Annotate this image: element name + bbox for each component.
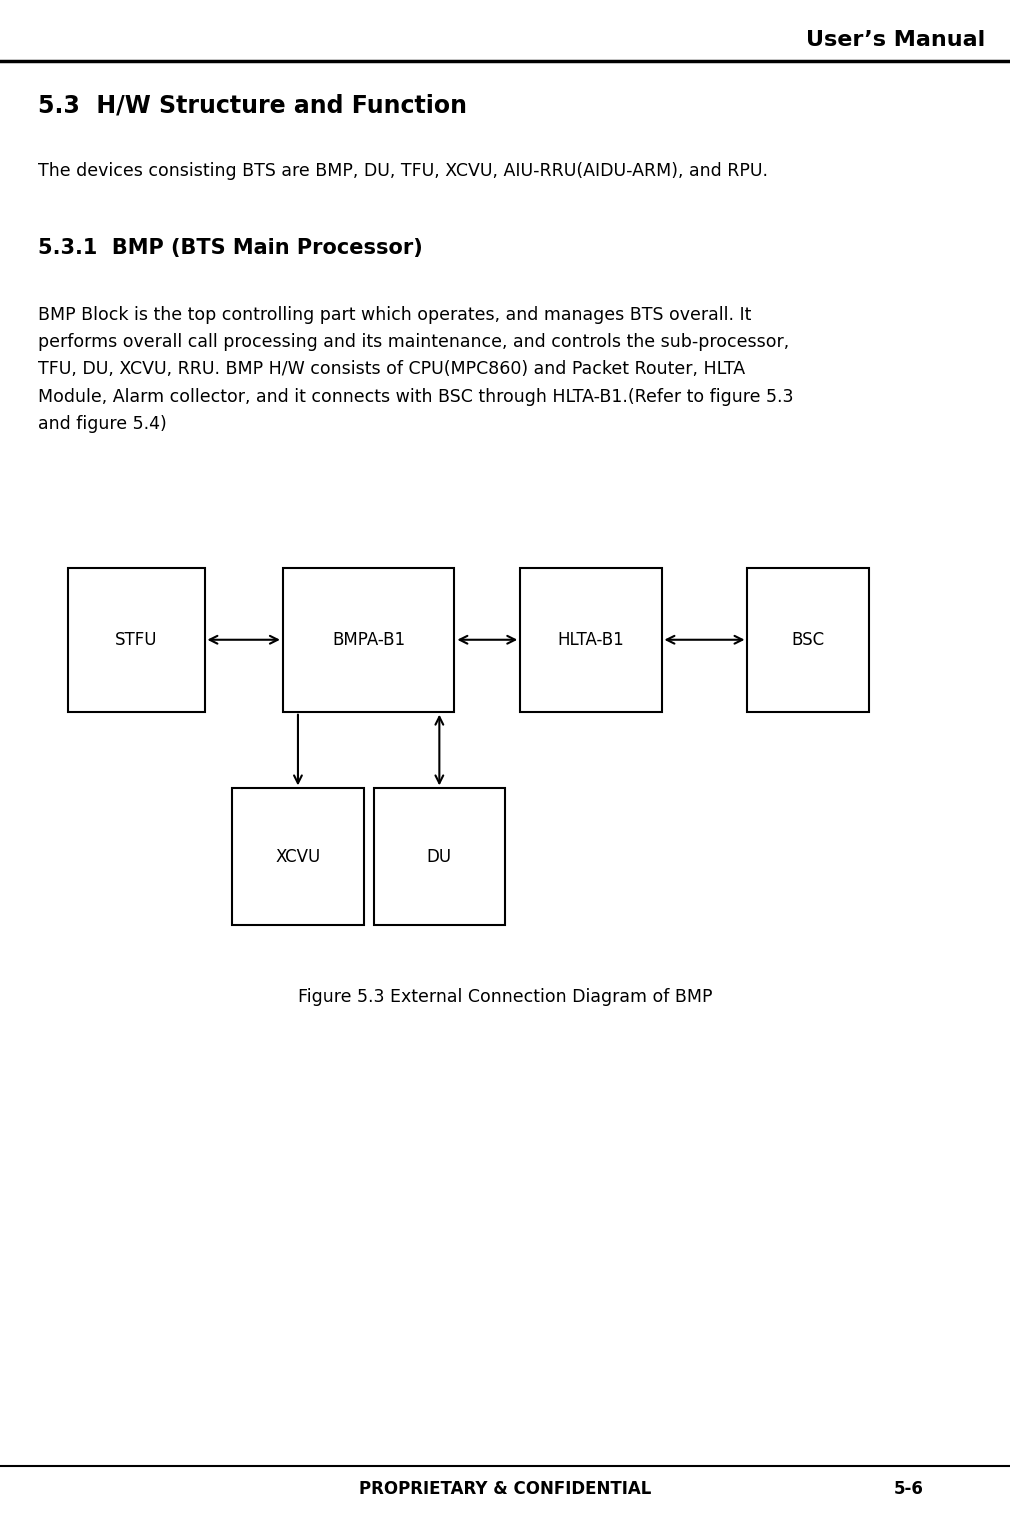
Text: 5.3  H/W Structure and Function: 5.3 H/W Structure and Function xyxy=(38,94,468,118)
Bar xyxy=(69,568,205,713)
Bar xyxy=(374,788,505,925)
Text: 5.3.1  BMP (BTS Main Processor): 5.3.1 BMP (BTS Main Processor) xyxy=(38,238,423,258)
Text: The devices consisting BTS are BMP, DU, TFU, XCVU, AIU-RRU(AIDU-ARM), and RPU.: The devices consisting BTS are BMP, DU, … xyxy=(38,162,769,180)
Text: BMP Block is the top controlling part which operates, and manages BTS overall. I: BMP Block is the top controlling part wh… xyxy=(38,306,794,432)
Text: PROPRIETARY & CONFIDENTIAL: PROPRIETARY & CONFIDENTIAL xyxy=(359,1480,651,1498)
Text: Figure 5.3 External Connection Diagram of BMP: Figure 5.3 External Connection Diagram o… xyxy=(298,988,712,1007)
Text: BSC: BSC xyxy=(792,631,824,649)
Text: XCVU: XCVU xyxy=(276,847,320,866)
Text: STFU: STFU xyxy=(115,631,158,649)
Bar xyxy=(232,788,364,925)
Text: 5-6: 5-6 xyxy=(894,1480,924,1498)
Bar xyxy=(283,568,454,713)
Text: HLTA-B1: HLTA-B1 xyxy=(558,631,624,649)
Text: DU: DU xyxy=(427,847,451,866)
Text: BMPA-B1: BMPA-B1 xyxy=(332,631,405,649)
Bar xyxy=(520,568,662,713)
Bar xyxy=(747,568,869,713)
Text: User’s Manual: User’s Manual xyxy=(806,30,985,50)
